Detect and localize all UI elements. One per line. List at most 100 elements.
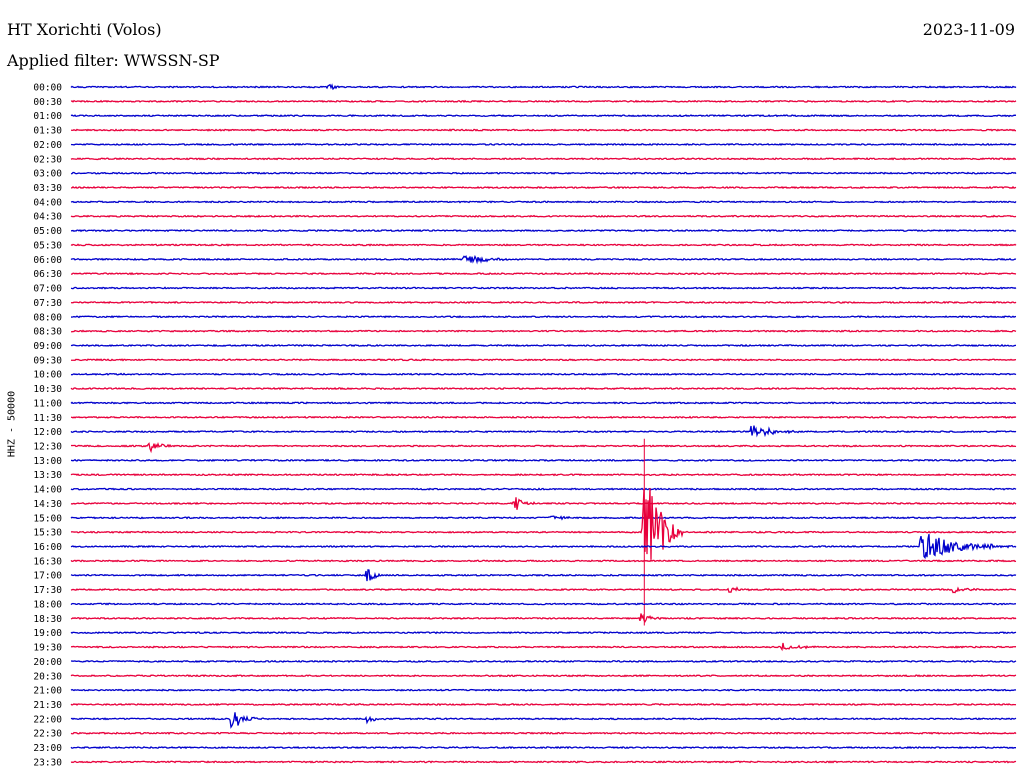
trace-row [70,442,1017,454]
row-labels: 00:00 00:30 01:00 01:30 02:00 02:30 03:00 03:30… [33,83,62,769]
trace-row [70,128,1017,132]
row-label: 17:30 [33,585,62,596]
trace-row [70,586,1017,594]
row-label: 19:00 [33,628,62,639]
trace-row [70,559,1017,563]
trace-row [70,745,1016,750]
row-label: 20:00 [33,657,62,668]
trace-row [70,760,1017,764]
row-label: 10:30 [33,384,62,395]
row-label: 09:30 [33,355,62,366]
row-label: 01:00 [33,111,62,122]
row-label: 02:30 [33,154,62,165]
traces [70,83,1017,764]
row-label: 07:30 [33,298,62,309]
row-label: 04:00 [33,197,62,208]
row-label: 15:00 [33,513,62,524]
row-label: 15:30 [33,528,62,539]
row-label: 21:00 [33,686,62,697]
row-label: 13:00 [33,456,62,467]
trace-row [70,534,1017,560]
row-label: 23:00 [33,743,62,754]
row-label: 18:00 [33,599,62,610]
trace-row [70,487,1017,491]
trace-row [70,83,1017,91]
trace-row [70,731,1017,735]
trace-row [70,329,1017,333]
trace-row [70,228,1017,233]
row-label: 10:00 [33,370,62,381]
trace-row [70,473,1017,477]
trace-row [70,659,1017,664]
trace-row [70,674,1017,678]
trace-row [70,142,1017,147]
trace-row [70,157,1017,161]
row-label: 05:00 [33,226,62,237]
trace-row [70,243,1017,247]
row-label: 17:00 [33,571,62,582]
trace-row [70,488,1017,560]
row-label: 03:00 [33,169,62,180]
row-label: 04:30 [33,212,62,223]
row-label: 09:00 [33,341,62,352]
trace-row [70,602,1017,606]
trace-row [70,99,1017,104]
trace-row [70,272,1017,276]
row-label: 06:30 [33,269,62,280]
trace-row [70,401,1016,405]
row-label: 01:30 [33,126,62,137]
trace-row [70,631,1017,635]
trace-row [70,315,1017,319]
row-label: 16:30 [33,556,62,567]
trace-row [70,688,1017,692]
station-title: HT Xorichti (Volos) [7,20,162,39]
row-label: 00:30 [33,97,62,108]
row-label: 05:30 [33,240,62,251]
trace-row [70,372,1017,376]
trace-row [70,702,1017,707]
trace-row [70,185,1017,190]
row-label: 21:30 [33,700,62,711]
filter-line: Applied filter: WWSSN-SP [7,51,220,71]
trace-row [70,515,1017,521]
row-label: 08:30 [33,327,62,338]
row-label: 23:30 [33,757,62,768]
row-label: 08:00 [33,312,62,323]
filter-prefix: Applied filter: [7,51,119,70]
row-label: 03:30 [33,183,62,194]
row-label: 11:30 [33,413,62,424]
row-label: 13:30 [33,470,62,481]
row-label: 18:30 [33,614,62,625]
trace-row [70,114,1017,118]
trace-row [70,497,1017,510]
row-label: 00:00 [33,83,62,94]
trace-row [70,425,1017,438]
trace-row [70,358,1017,362]
trace-row [70,171,1017,175]
trace-row [70,343,1017,348]
trace-row [70,200,1017,204]
trace-row [70,642,1017,652]
row-label: 19:30 [33,643,62,654]
row-label: 22:00 [33,714,62,725]
filter-name: WWSSN-SP [123,51,220,70]
trace-row [70,458,1017,463]
row-label: 20:30 [33,671,62,682]
row-label: 12:00 [33,427,62,438]
trace-row [70,386,1017,391]
row-label: 06:00 [33,255,62,266]
trace-row [70,569,1017,582]
trace-row [70,415,1017,419]
row-label: 16:00 [33,542,62,553]
row-label: 14:30 [33,499,62,510]
trace-row [70,286,1017,290]
row-label: 07:00 [33,284,62,295]
trace-row [70,613,1017,623]
trace-row [70,254,1017,265]
trace-row [70,712,1017,729]
row-label: 12:30 [33,442,62,453]
row-label: 14:00 [33,485,62,496]
row-label: 22:30 [33,729,62,740]
date-label: 2023-11-09 [922,20,1015,39]
